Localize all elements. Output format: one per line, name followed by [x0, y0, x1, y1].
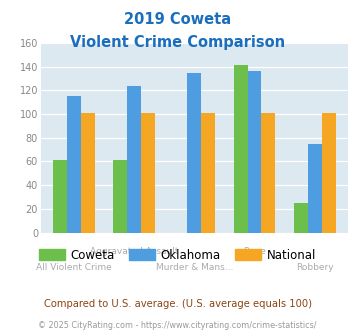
Legend: Coweta, Oklahoma, National: Coweta, Oklahoma, National — [34, 244, 321, 266]
Bar — [262, 113, 275, 233]
Bar — [201, 113, 215, 233]
Bar — [141, 113, 155, 233]
Bar — [234, 65, 248, 233]
Bar — [127, 85, 141, 233]
Text: 2019 Coweta: 2019 Coweta — [124, 12, 231, 26]
Text: Violent Crime Comparison: Violent Crime Comparison — [70, 35, 285, 50]
Bar — [187, 73, 201, 233]
Text: Murder & Mans...: Murder & Mans... — [156, 263, 233, 272]
Text: Robbery: Robbery — [296, 263, 334, 272]
Bar — [113, 160, 127, 233]
Text: Compared to U.S. average. (U.S. average equals 100): Compared to U.S. average. (U.S. average … — [44, 299, 311, 309]
Text: Rape: Rape — [243, 247, 266, 255]
Bar — [308, 144, 322, 233]
Bar — [248, 71, 262, 233]
Bar — [294, 203, 308, 233]
Bar — [67, 96, 81, 233]
Bar — [322, 113, 335, 233]
Text: © 2025 CityRating.com - https://www.cityrating.com/crime-statistics/: © 2025 CityRating.com - https://www.city… — [38, 321, 317, 330]
Text: Aggravated Assault: Aggravated Assault — [90, 247, 179, 255]
Text: All Violent Crime: All Violent Crime — [36, 263, 112, 272]
Bar — [81, 113, 95, 233]
Bar — [53, 160, 67, 233]
